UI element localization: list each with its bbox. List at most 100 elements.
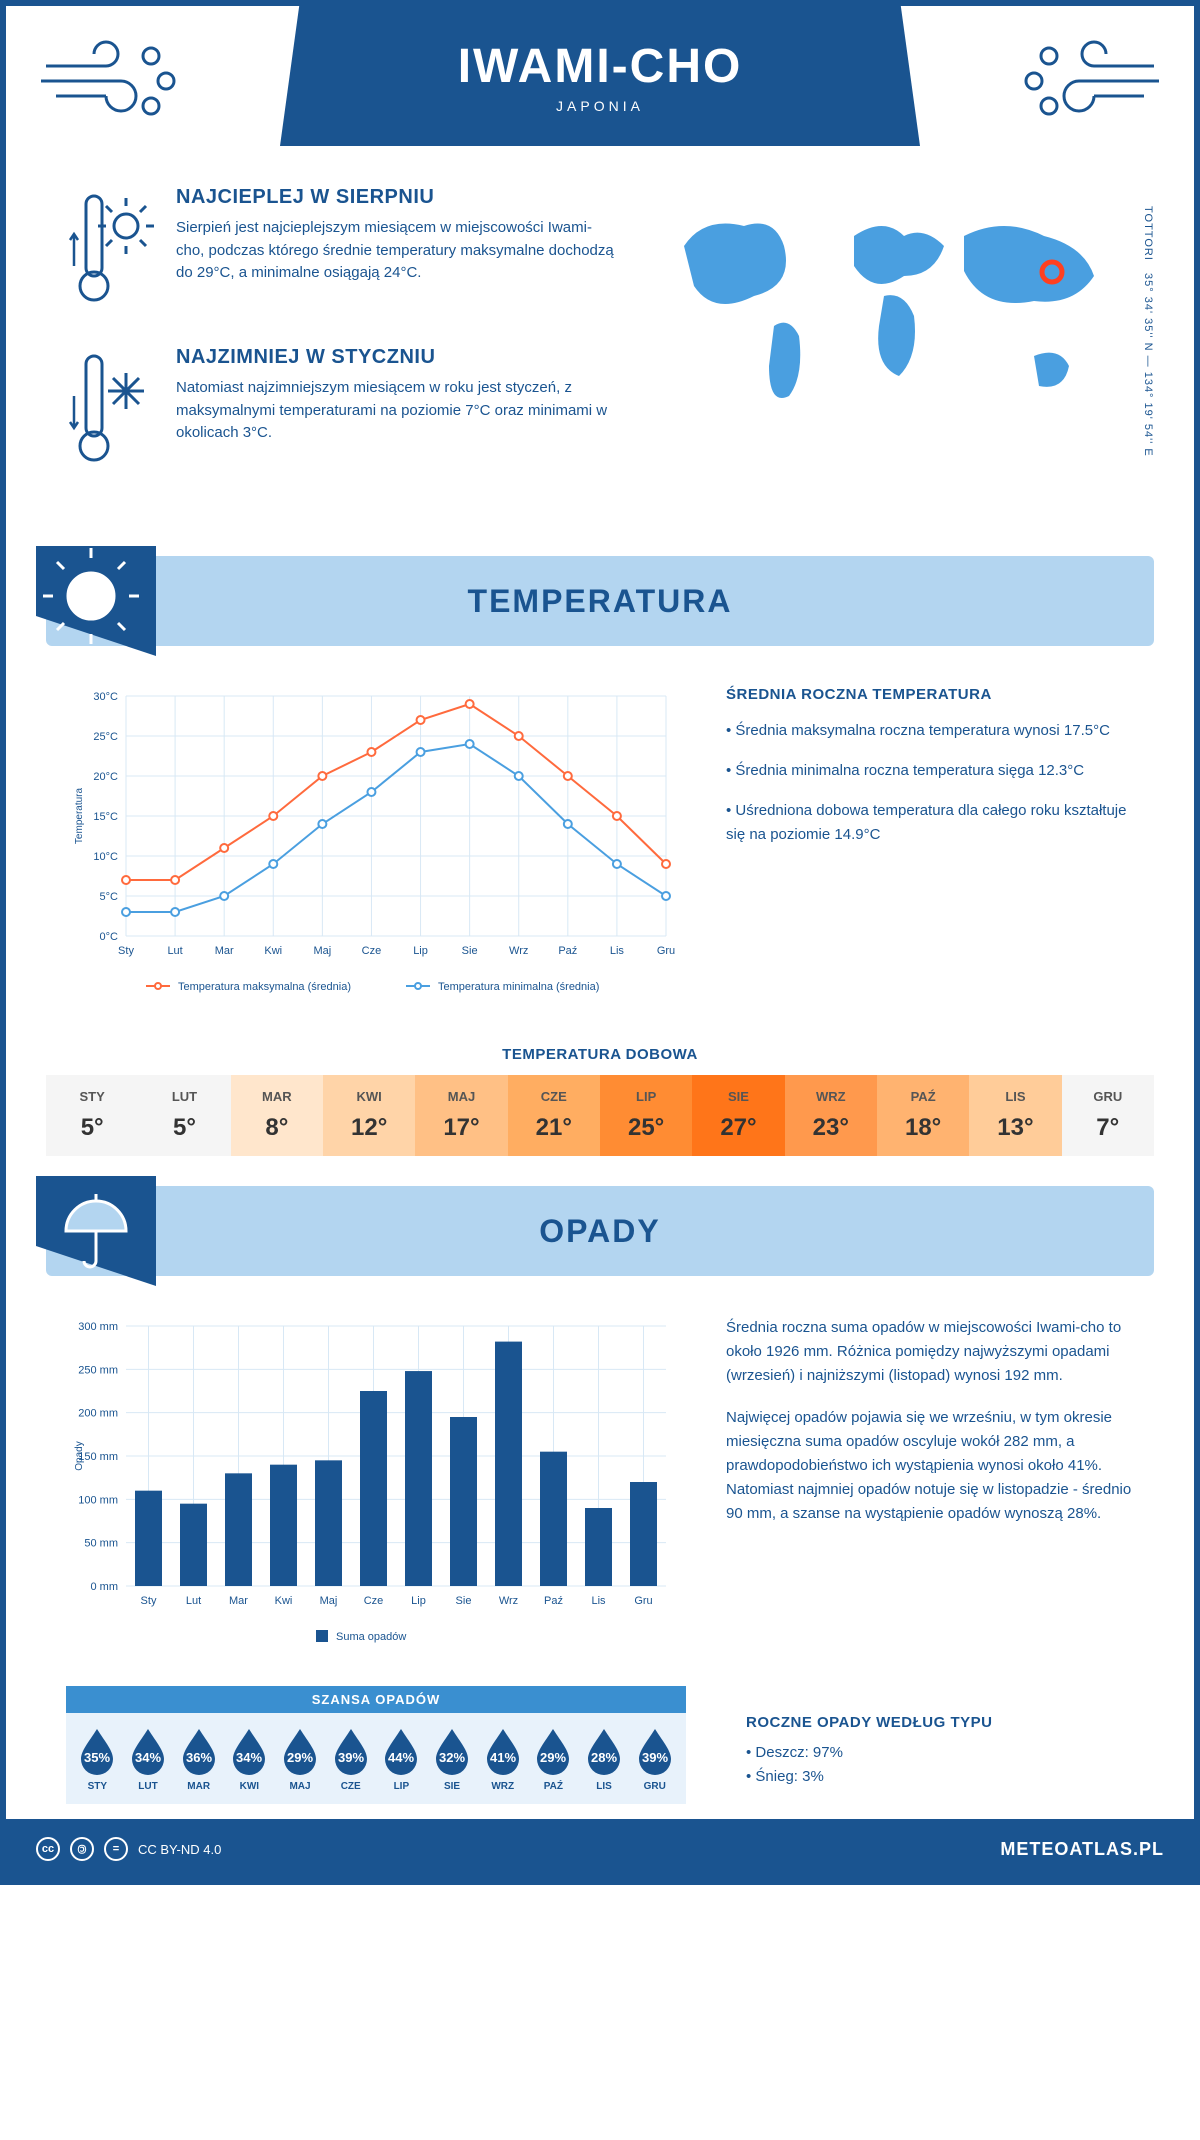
license-text: CC BY-ND 4.0 bbox=[138, 1842, 221, 1857]
svg-text:44%: 44% bbox=[388, 1750, 414, 1765]
daily-temp-cell: GRU7° bbox=[1062, 1075, 1154, 1156]
chance-item: 32%SIE bbox=[427, 1725, 478, 1792]
coldest-block: NAJZIMNIEJ W STYCZNIU Natomiast najzimni… bbox=[66, 346, 614, 476]
temperature-annual-text: ŚREDNIA ROCZNA TEMPERATURA • Średnia mak… bbox=[726, 686, 1134, 1006]
svg-text:Mar: Mar bbox=[229, 1595, 248, 1607]
daily-temp-cell: STY5° bbox=[46, 1075, 138, 1156]
svg-text:36%: 36% bbox=[186, 1750, 212, 1765]
daily-temp-cell: LIP25° bbox=[600, 1075, 692, 1156]
coldest-title: NAJZIMNIEJ W STYCZNIU bbox=[176, 346, 614, 369]
by-icon: 🄯 bbox=[70, 1837, 94, 1861]
site-name: METEOATLAS.PL bbox=[1000, 1839, 1164, 1860]
precip-p2: Najwięcej opadów pojawia się we wrześniu… bbox=[726, 1406, 1134, 1526]
svg-text:Sie: Sie bbox=[456, 1595, 472, 1607]
footer: cc 🄯 = CC BY-ND 4.0 METEOATLAS.PL bbox=[6, 1819, 1194, 1879]
chance-item: 34%KWI bbox=[224, 1725, 275, 1792]
daily-temp-cell: LIS13° bbox=[969, 1075, 1061, 1156]
chance-item: 41%WRZ bbox=[477, 1725, 528, 1792]
chance-item: 28%LIS bbox=[579, 1725, 630, 1792]
svg-text:Sty: Sty bbox=[118, 945, 134, 957]
svg-text:39%: 39% bbox=[338, 1750, 364, 1765]
annual-temp-bullet: • Uśredniona dobowa temperatura dla całe… bbox=[726, 799, 1134, 847]
svg-text:Suma opadów: Suma opadów bbox=[336, 1631, 406, 1643]
coldest-text: Natomiast najzimniejszym miesiącem w rok… bbox=[176, 377, 614, 445]
hottest-title: NAJCIEPLEJ W SIERPNIU bbox=[176, 186, 614, 209]
precip-banner: OPADY bbox=[46, 1186, 1154, 1276]
svg-text:50 mm: 50 mm bbox=[84, 1538, 118, 1550]
title-banner: IWAMI-CHO JAPONIA bbox=[280, 6, 920, 146]
precip-p1: Średnia roczna suma opadów w miejscowośc… bbox=[726, 1316, 1134, 1388]
coordinates: TOTTORI 35° 34' 35'' N — 134° 19' 54'' E bbox=[1142, 206, 1154, 457]
header: IWAMI-CHO JAPONIA bbox=[6, 6, 1194, 166]
svg-text:34%: 34% bbox=[236, 1750, 262, 1765]
daily-temp-table: STY5°LUT5°MAR8°KWI12°MAJ17°CZE21°LIP25°S… bbox=[46, 1075, 1154, 1156]
annual-temp-title: ŚREDNIA ROCZNA TEMPERATURA bbox=[726, 686, 1134, 703]
chance-item: 44%LIP bbox=[376, 1725, 427, 1792]
svg-text:41%: 41% bbox=[490, 1750, 516, 1765]
precip-chart: 0 mm50 mm100 mm150 mm200 mm250 mm300 mmS… bbox=[66, 1316, 686, 1656]
svg-text:0 mm: 0 mm bbox=[91, 1581, 119, 1593]
temperature-chart: 0°C5°C10°C15°C20°C25°C30°CStyLutMarKwiMa… bbox=[66, 686, 686, 1006]
hottest-block: NAJCIEPLEJ W SIERPNIU Sierpień jest najc… bbox=[66, 186, 614, 316]
chance-item: 29%MAJ bbox=[275, 1725, 326, 1792]
svg-text:0°C: 0°C bbox=[100, 931, 119, 943]
svg-text:29%: 29% bbox=[540, 1750, 566, 1765]
license: cc 🄯 = CC BY-ND 4.0 bbox=[36, 1837, 221, 1861]
svg-text:Lut: Lut bbox=[186, 1595, 201, 1607]
precip-text: Średnia roczna suma opadów w miejscowośc… bbox=[726, 1316, 1134, 1656]
daily-temp-cell: KWI12° bbox=[323, 1075, 415, 1156]
precip-chance: SZANSA OPADÓW 35%STY34%LUT36%MAR34%KWI29… bbox=[66, 1686, 686, 1804]
svg-text:100 mm: 100 mm bbox=[78, 1494, 118, 1506]
thermometer-cold-icon bbox=[66, 346, 156, 476]
svg-text:20°C: 20°C bbox=[93, 771, 118, 783]
svg-text:39%: 39% bbox=[642, 1750, 668, 1765]
svg-text:Gru: Gru bbox=[657, 945, 675, 957]
annual-temp-bullet: • Średnia minimalna roczna temperatura s… bbox=[726, 759, 1134, 783]
svg-text:Wrz: Wrz bbox=[499, 1595, 518, 1607]
svg-text:Lip: Lip bbox=[413, 945, 428, 957]
svg-text:Kwi: Kwi bbox=[275, 1595, 293, 1607]
svg-text:28%: 28% bbox=[591, 1750, 617, 1765]
wind-icon bbox=[36, 26, 196, 126]
svg-text:Paź: Paź bbox=[544, 1595, 563, 1607]
chance-item: 36%MAR bbox=[173, 1725, 224, 1792]
svg-text:Temperatura minimalna (średnia: Temperatura minimalna (średnia) bbox=[438, 981, 599, 993]
svg-text:25°C: 25°C bbox=[93, 731, 118, 743]
svg-text:Sie: Sie bbox=[462, 945, 478, 957]
daily-temp-cell: WRZ23° bbox=[785, 1075, 877, 1156]
svg-text:Cze: Cze bbox=[364, 1595, 384, 1607]
location-title: IWAMI-CHO bbox=[458, 39, 743, 94]
svg-text:300 mm: 300 mm bbox=[78, 1321, 118, 1333]
umbrella-icon bbox=[36, 1176, 156, 1286]
daily-temp-cell: PAŹ18° bbox=[877, 1075, 969, 1156]
svg-text:Temperatura maksymalna (średni: Temperatura maksymalna (średnia) bbox=[178, 981, 351, 993]
temperature-title: TEMPERATURA bbox=[468, 583, 733, 620]
hottest-text: Sierpień jest najcieplejszym miesiącem w… bbox=[176, 217, 614, 285]
svg-text:250 mm: 250 mm bbox=[78, 1364, 118, 1376]
svg-text:5°C: 5°C bbox=[100, 891, 119, 903]
svg-text:35%: 35% bbox=[84, 1750, 110, 1765]
daily-temp-title: TEMPERATURA DOBOWA bbox=[6, 1046, 1194, 1063]
chance-title: SZANSA OPADÓW bbox=[66, 1686, 686, 1713]
daily-temp-cell: MAR8° bbox=[231, 1075, 323, 1156]
svg-text:Maj: Maj bbox=[320, 1595, 338, 1607]
svg-text:Wrz: Wrz bbox=[509, 945, 528, 957]
chance-item: 29%PAŹ bbox=[528, 1725, 579, 1792]
svg-text:Lip: Lip bbox=[411, 1595, 426, 1607]
daily-temp-cell: CZE21° bbox=[508, 1075, 600, 1156]
thermometer-hot-icon bbox=[66, 186, 156, 316]
daily-temp-cell: SIE27° bbox=[692, 1075, 784, 1156]
chance-item: 35%STY bbox=[72, 1725, 123, 1792]
svg-text:Gru: Gru bbox=[634, 1595, 652, 1607]
chance-item: 39%GRU bbox=[629, 1725, 680, 1792]
precip-title: OPADY bbox=[539, 1213, 660, 1250]
precip-type-bullet: • Deszcz: 97% bbox=[746, 1741, 1134, 1765]
annual-temp-bullet: • Średnia maksymalna roczna temperatura … bbox=[726, 719, 1134, 743]
svg-text:Mar: Mar bbox=[215, 945, 234, 957]
nd-icon: = bbox=[104, 1837, 128, 1861]
svg-text:30°C: 30°C bbox=[93, 691, 118, 703]
svg-text:Lis: Lis bbox=[591, 1595, 606, 1607]
chance-item: 39%CZE bbox=[325, 1725, 376, 1792]
svg-text:34%: 34% bbox=[135, 1750, 161, 1765]
svg-text:Kwi: Kwi bbox=[264, 945, 282, 957]
